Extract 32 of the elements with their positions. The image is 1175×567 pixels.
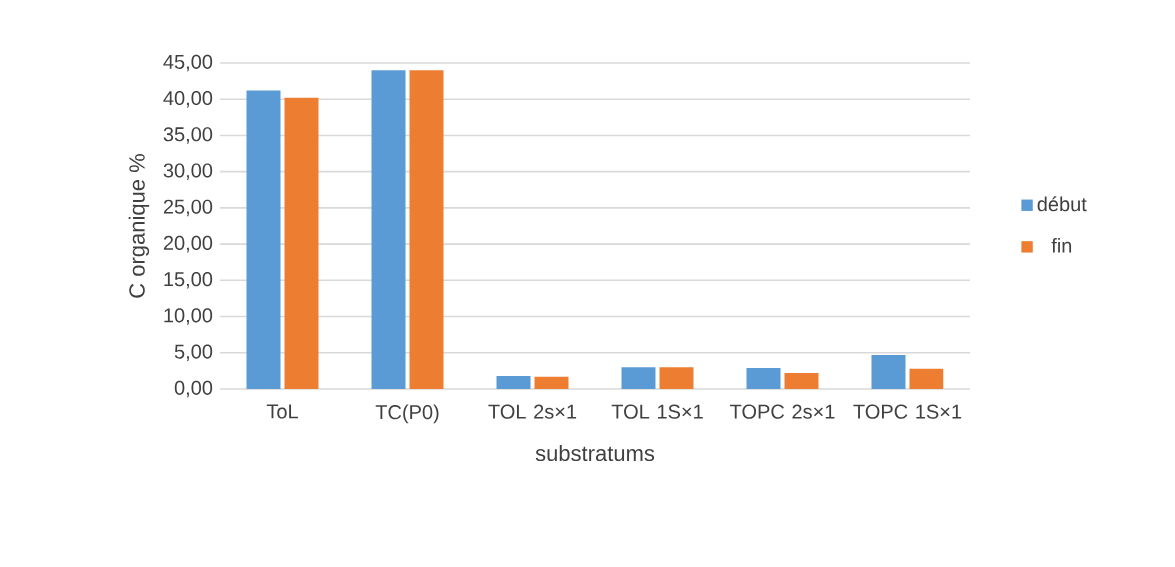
legend-label: début (1037, 196, 1087, 212)
x-tick-label: ToL (266, 404, 298, 419)
y-axis-title: C organique % (128, 154, 150, 298)
bar (371, 70, 406, 389)
y-tick-label: 0,00 (174, 380, 213, 398)
y-tick-label: 10,00 (164, 308, 213, 325)
y-tick-label: 5,00 (174, 344, 213, 362)
x-axis-title: substratums (535, 444, 655, 462)
bar (909, 368, 944, 389)
bar (871, 354, 906, 389)
y-tick-label: 20,00 (163, 235, 213, 253)
bar (746, 367, 781, 389)
bar (784, 373, 819, 389)
bar (284, 97, 319, 389)
x-tick-label: TOL 1S×1 (611, 404, 703, 419)
legend-label: fin (1051, 238, 1072, 253)
bar (246, 90, 281, 389)
y-tick-label: 35,00 (163, 127, 213, 144)
x-tick-label: TC(P0) (375, 404, 439, 424)
bar (409, 70, 444, 389)
x-tick-label: TOL 2s×1 (488, 404, 577, 419)
bar (534, 376, 569, 389)
y-tick-label: 15,00 (164, 272, 213, 289)
y-tick-label: 45,00 (163, 54, 213, 72)
x-tick-label: TOPC 1S×1 (853, 404, 962, 419)
y-tick-label: 25,00 (163, 199, 213, 217)
bar (621, 367, 656, 389)
x-tick-label: TOPC 2s×1 (730, 404, 835, 419)
y-tick-label: 40,00 (163, 90, 213, 108)
bar (659, 367, 694, 389)
bar (496, 375, 531, 389)
y-tick-label: 30,00 (163, 163, 213, 180)
